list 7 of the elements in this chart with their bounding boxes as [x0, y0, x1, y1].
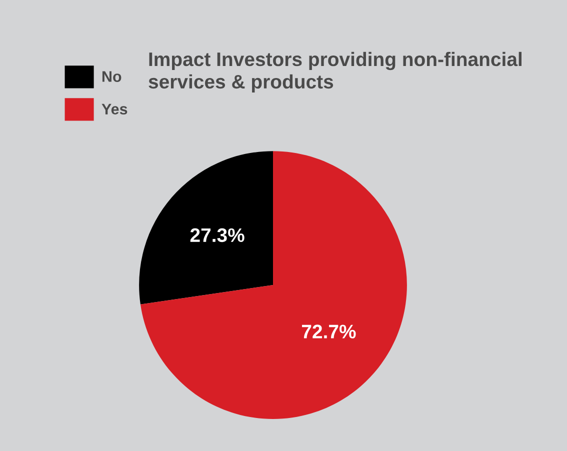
pie-slice [139, 151, 274, 304]
data-label: 72.7% [302, 324, 356, 338]
data-label: 27.3% [190, 228, 244, 242]
chart-title: Impact Investors providing non-financial services & products [148, 52, 522, 92]
pie-slice [140, 151, 407, 419]
legend-label: Yes [102, 104, 128, 114]
legend-label: No [102, 71, 122, 82]
